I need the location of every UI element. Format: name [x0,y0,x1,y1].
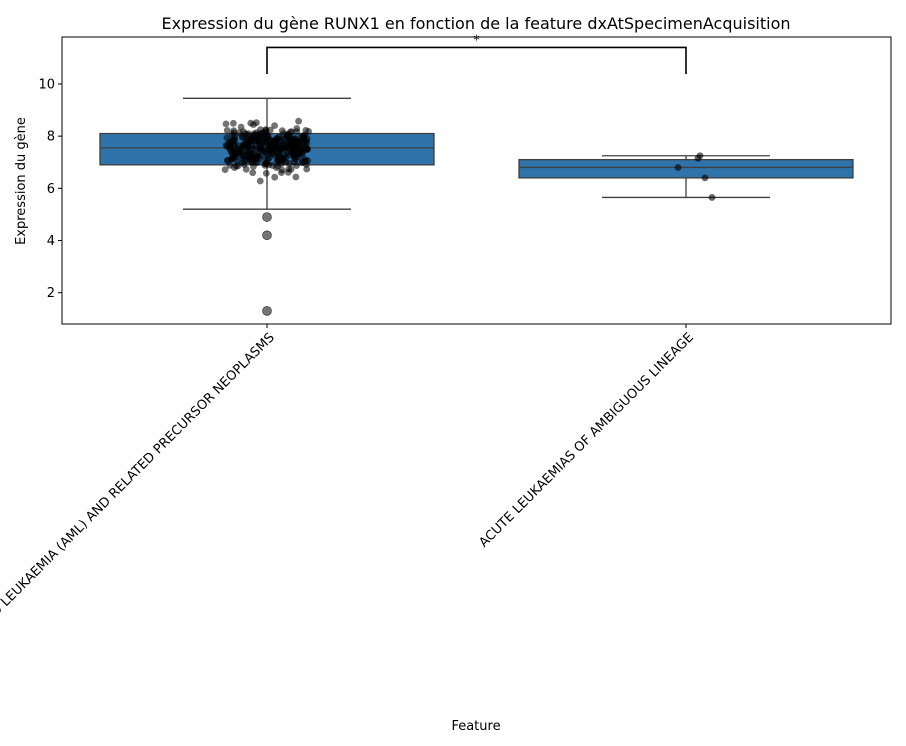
data-point [275,141,283,149]
y-tick-label: 8 [47,130,55,145]
data-point [232,162,240,170]
outlier-marker [262,306,272,316]
data-point [278,169,285,177]
significance-label: * [473,33,480,48]
y-tick-label: 10 [38,77,55,92]
y-tick-label: 6 [47,182,55,197]
x-tick-label: ACUTE LEUKAEMIAS OF AMBIGUOUS LINEAGE [476,330,696,550]
data-point [222,120,230,128]
data-point [242,165,250,173]
data-point [280,130,287,137]
data-point [251,131,258,139]
data-point [271,122,278,129]
data-point [221,166,229,174]
data-point [293,128,301,136]
data-point [253,119,260,127]
y-axis-label: Expression du gène [14,117,29,245]
data-point [279,157,287,164]
data-point [287,165,295,173]
x-tick-label: ACUTE MYELOID LEUKAEMIA (AML) AND RELATE… [0,330,278,687]
data-point [263,307,271,315]
data-point [256,148,263,156]
data-point [277,136,285,144]
data-point [230,119,237,127]
data-point [245,130,252,138]
data-point [256,177,264,185]
data-point [226,139,234,147]
significance-bracket [266,46,687,74]
data-point [291,144,299,152]
box-group [518,155,854,199]
data-point [273,164,280,172]
data-point [284,149,291,157]
data-point [286,160,293,167]
data-point [295,117,302,125]
y-tick-label: 2 [47,286,55,301]
plot-frame [61,36,892,325]
data-point [263,132,271,140]
data-point [263,231,271,239]
strip-points-group-1 [221,117,312,315]
data-point [291,152,298,159]
data-point [250,156,258,164]
data-point [694,154,702,162]
data-point [305,127,312,135]
data-point [262,169,270,177]
box-iqr [518,158,854,179]
data-point [284,130,292,138]
data-point [303,139,311,147]
data-point [304,157,311,165]
y-tick-label: 4 [47,234,55,249]
data-point [240,140,247,148]
data-point [223,126,231,134]
data-point [249,169,257,177]
data-point [223,134,231,142]
data-point [266,139,274,147]
outlier-marker [262,230,272,241]
data-point [261,162,269,169]
data-point [264,154,272,162]
outlier-marker [262,212,272,222]
data-point [224,157,232,165]
data-point [291,158,298,166]
strip-points-group-2 [674,152,716,201]
data-point [708,194,716,201]
data-point [266,147,274,155]
data-point [297,138,305,146]
chart-title: Expression du gène RUNX1 en fonction de … [161,14,790,33]
plot-area: * [99,33,854,316]
data-point [236,151,244,159]
data-point [292,173,300,181]
data-point [230,129,238,137]
data-point [701,174,709,182]
data-point [301,146,309,154]
data-point [248,150,256,158]
data-point [303,165,311,173]
data-point [263,213,271,221]
data-point [271,173,279,181]
x-axis-label: Feature [451,719,500,734]
data-point [226,146,234,154]
data-point [674,164,682,171]
